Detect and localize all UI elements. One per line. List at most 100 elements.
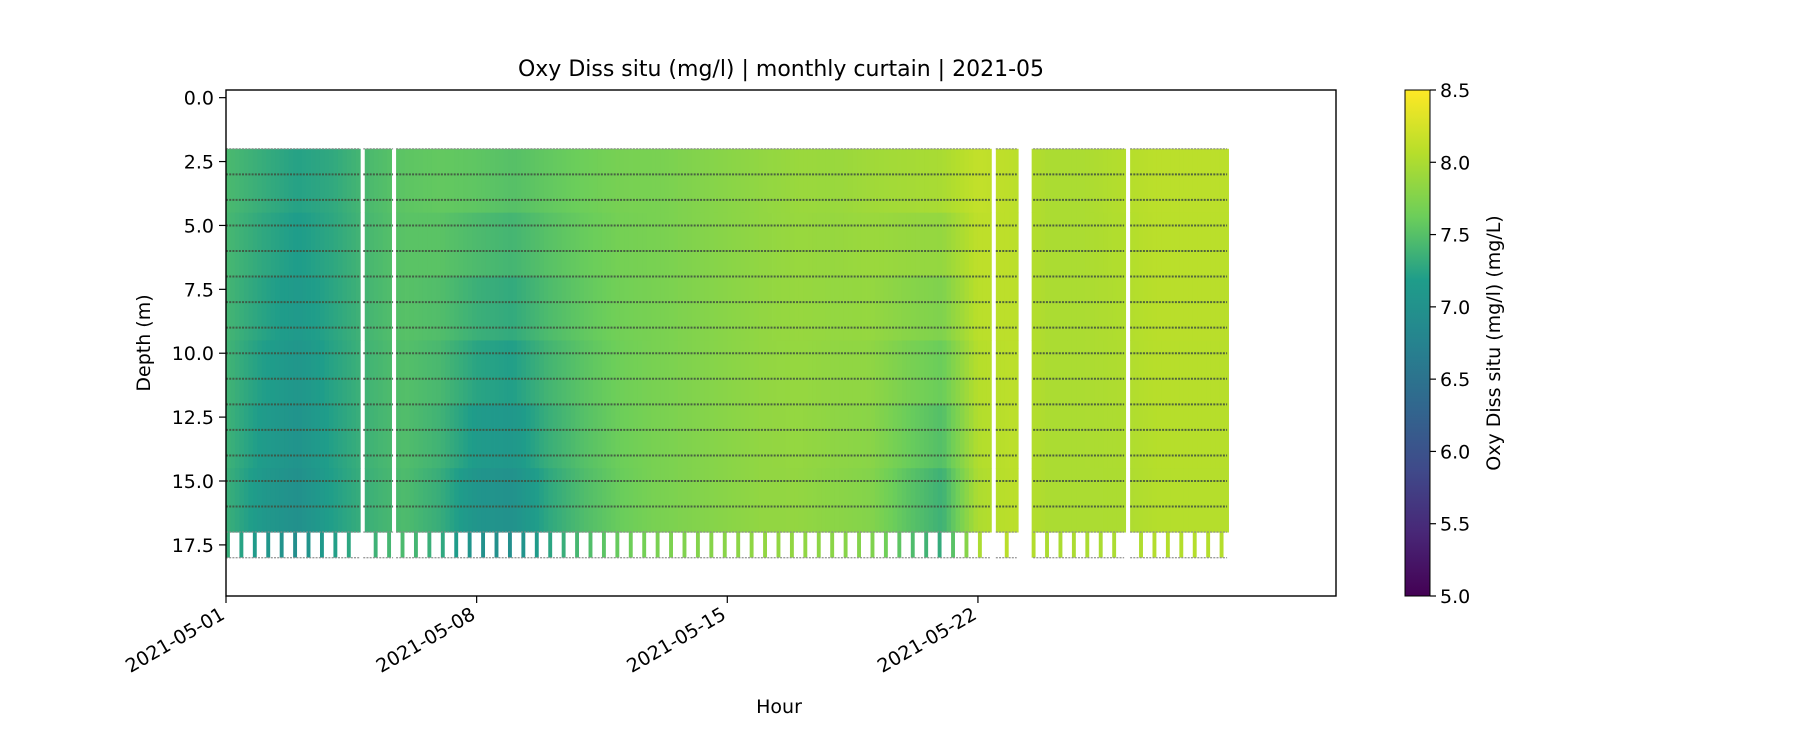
heatmap-cell: [476, 276, 482, 341]
heatmap-cell: [234, 276, 240, 341]
heatmap-cell: [575, 340, 580, 405]
heatmap-cell: [624, 212, 630, 277]
heatmap-cell: [266, 276, 272, 341]
heatmap-cell: [1183, 276, 1189, 341]
heatmap-cell: [440, 148, 446, 214]
heatmap-cell: [400, 148, 406, 214]
heatmap-cell: [803, 212, 809, 277]
heatmap-cell: [593, 148, 598, 214]
heatmap-cell: [713, 468, 719, 533]
heatmap-cell: [1219, 468, 1225, 533]
heatmap-cell: [445, 340, 451, 405]
heatmap-cell: [919, 404, 925, 469]
heatmap-cell: [557, 276, 563, 341]
heatmap-cell: [883, 276, 889, 341]
heatmap-cell: [427, 276, 433, 341]
heatmap-cell: [763, 212, 768, 277]
heatmap-cell: [306, 212, 312, 277]
heatmap-cell: [745, 276, 751, 341]
heatmap-cell: [1040, 148, 1046, 214]
heatmap-cell: [248, 340, 254, 405]
heatmap-cell: [1161, 276, 1167, 341]
heatmap-fringe: [642, 532, 647, 558]
heatmap-cell: [673, 404, 679, 469]
heatmap-cell: [1080, 212, 1086, 277]
heatmap-cell: [297, 212, 303, 277]
heatmap-cell: [910, 340, 916, 405]
heatmap-cell: [539, 276, 545, 341]
heatmap-cell: [440, 468, 446, 533]
heatmap-cell: [919, 276, 925, 341]
heatmap-cell: [382, 468, 388, 533]
heatmap-cell: [1134, 212, 1140, 277]
heatmap-cell: [306, 148, 312, 214]
heatmap-cell: [1085, 340, 1091, 405]
heatmap-cell: [1170, 148, 1176, 214]
heatmap-cell: [427, 212, 433, 277]
heatmap-cell: [440, 340, 446, 405]
heatmap-cell: [682, 148, 688, 214]
heatmap-cell: [628, 148, 634, 214]
heatmap-fringe: [1112, 532, 1117, 558]
heatmap-cell: [1049, 212, 1055, 277]
heatmap-cell: [704, 212, 710, 277]
heatmap-cell: [485, 212, 491, 277]
heatmap-cell: [740, 340, 746, 405]
heatmap-cell: [1067, 276, 1073, 341]
heatmap-fringe: [1179, 532, 1184, 558]
heatmap-cell: [901, 212, 907, 277]
heatmap-cell: [584, 276, 589, 341]
heatmap-cell: [270, 468, 276, 533]
heatmap-cell: [1094, 468, 1100, 533]
heatmap-cell: [319, 276, 325, 341]
chart-title: Oxy Diss situ (mg/l) | monthly curtain |…: [518, 57, 1044, 82]
heatmap-cell: [467, 404, 473, 469]
heatmap-fringe: [1192, 532, 1197, 558]
heatmap-cell: [1031, 276, 1037, 341]
heatmap-cell: [1103, 148, 1109, 214]
heatmap-cell: [781, 404, 786, 469]
heatmap-cell: [369, 340, 375, 405]
heatmap-cell: [852, 148, 858, 214]
heatmap-cell: [467, 148, 473, 214]
heatmap-cell: [566, 212, 572, 277]
heatmap-cell: [722, 340, 728, 405]
heatmap-cell: [946, 276, 952, 341]
heatmap-cell: [1161, 340, 1167, 405]
heatmap-cell: [1179, 148, 1185, 214]
heatmap-cell: [570, 468, 576, 533]
heatmap-cell: [355, 148, 361, 214]
heatmap-cell: [319, 212, 325, 277]
heatmap-cell: [763, 340, 768, 405]
x-axis-label: Hour: [756, 696, 802, 718]
heatmap-cell: [637, 404, 643, 469]
heatmap-cell: [355, 276, 361, 341]
heatmap-fringe: [897, 532, 902, 558]
heatmap-cell: [1045, 276, 1050, 341]
heatmap-cell: [874, 212, 880, 277]
heatmap-cell: [610, 468, 616, 533]
heatmap-cell: [1179, 468, 1185, 533]
heatmap-cell: [628, 340, 634, 405]
heatmap-cell: [1067, 212, 1073, 277]
heatmap-fringe: [346, 532, 351, 558]
heatmap-cell: [745, 404, 751, 469]
heatmap-cell: [422, 212, 428, 277]
heatmap-cell: [597, 212, 603, 277]
heatmap-cell: [525, 468, 531, 533]
heatmap-cell: [579, 404, 585, 469]
heatmap-fringe: [1004, 532, 1009, 558]
heatmap-cell: [995, 148, 1001, 214]
heatmap-cell: [436, 212, 442, 277]
heatmap-cell: [230, 148, 236, 214]
heatmap-cell: [982, 468, 988, 533]
heatmap-cell: [816, 468, 822, 533]
heatmap-cell: [557, 340, 563, 405]
heatmap-cell: [843, 148, 849, 214]
heatmap-cell: [678, 468, 683, 533]
heatmap-cell: [1179, 212, 1185, 277]
heatmap-cell: [1197, 340, 1203, 405]
heatmap-cell: [1089, 340, 1095, 405]
heatmap-cell: [324, 212, 330, 277]
heatmap-cell: [481, 276, 486, 341]
